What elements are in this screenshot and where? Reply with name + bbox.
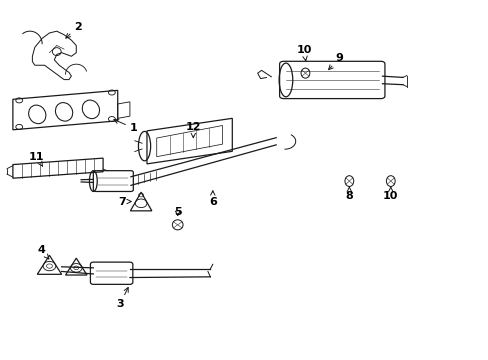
Text: 7: 7 [118,197,131,207]
Text: 10: 10 [296,45,311,61]
Text: 1: 1 [114,119,137,133]
Text: 3: 3 [116,288,128,309]
Text: 8: 8 [345,187,352,201]
Text: 2: 2 [66,22,81,38]
Text: 10: 10 [382,187,398,201]
Text: 5: 5 [174,207,181,217]
Text: 12: 12 [185,122,201,138]
Text: 9: 9 [328,53,343,69]
Text: 4: 4 [37,245,49,259]
Text: 6: 6 [208,191,216,207]
Text: 11: 11 [28,152,44,166]
